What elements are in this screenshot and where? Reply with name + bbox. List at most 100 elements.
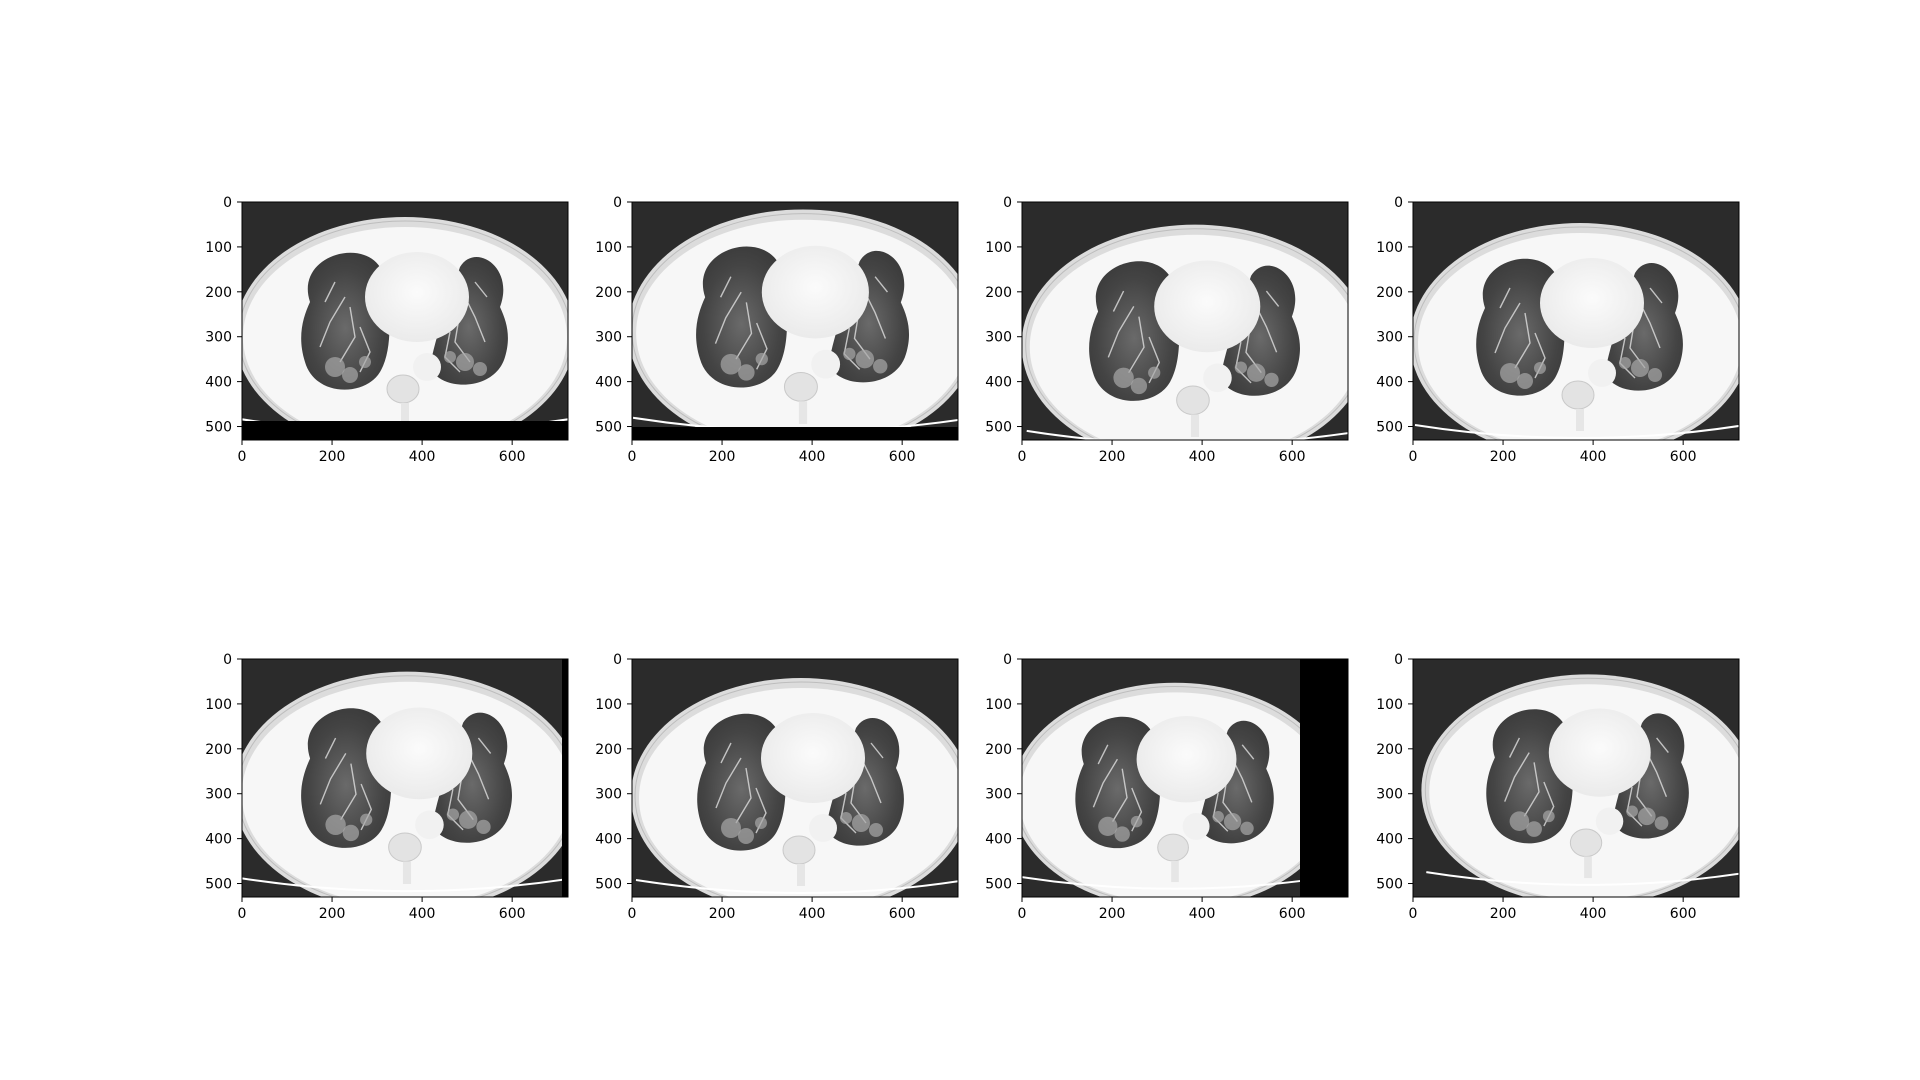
vertebra: [386, 374, 420, 404]
y-tick-label: 300: [205, 787, 232, 803]
panels-layer: 0 100 200 300 400 500 0 200 400 600 0 100 200 300 400 5…: [205, 195, 1740, 922]
y-axis: 0 100 200 300 400 500: [985, 195, 1022, 436]
heart: [761, 713, 865, 803]
y-tick-label: 300: [1376, 330, 1403, 346]
y-tick-label: 300: [595, 330, 622, 346]
spinous-process: [1584, 856, 1592, 879]
y-tick-label: 400: [1376, 375, 1403, 391]
lung-opacity: [1517, 373, 1533, 389]
lung-opacity: [1626, 805, 1638, 818]
x-axis: 0 200 400 600: [1409, 897, 1697, 922]
lung-opacity: [852, 814, 870, 832]
lung-opacity: [738, 828, 754, 844]
lung-opacity: [1240, 821, 1254, 836]
lung-opacity: [1264, 372, 1279, 387]
lung-opacity: [721, 818, 741, 838]
black-band: [632, 427, 958, 440]
ct-panel-3: 0 100 200 300 400 500 0 200 400 600: [985, 195, 1349, 465]
lung-opacity: [855, 349, 875, 369]
x-tick-label: 400: [1580, 906, 1607, 922]
x-axis: 0 200 400 600: [238, 897, 526, 922]
y-tick-label: 100: [1376, 697, 1403, 713]
x-tick-label: 200: [709, 906, 736, 922]
skin-contour: [1424, 677, 1739, 897]
x-tick-label: 0: [238, 906, 247, 922]
skin-contour: [634, 681, 958, 897]
lung-opacity: [446, 808, 460, 821]
lung-opacity: [755, 352, 768, 366]
x-tick-label: 400: [799, 449, 826, 465]
ct-image: [1413, 202, 1739, 440]
axes-frame: [1021, 658, 1349, 898]
skin-contour: [242, 220, 568, 440]
lung-opacity: [873, 359, 888, 374]
axes-frame: [241, 201, 569, 441]
heart: [1154, 260, 1261, 353]
spinous-process: [401, 403, 409, 425]
x-tick-label: 0: [628, 906, 637, 922]
lung-opacity: [1500, 363, 1520, 383]
axes-frame: [1412, 658, 1740, 898]
lung-opacity: [738, 364, 755, 381]
y-tick-label: 0: [223, 652, 232, 668]
y-axis: 0 100 200 300 400 500: [1376, 652, 1413, 893]
x-tick-label: 600: [889, 449, 916, 465]
ct-panel-8: 0 100 200 300 400 500 0 200 400 600: [1376, 652, 1740, 922]
x-tick-label: 0: [1018, 449, 1027, 465]
y-tick-label: 400: [205, 375, 232, 391]
y-tick-label: 400: [1376, 832, 1403, 848]
lung-opacity: [325, 357, 345, 377]
y-axis: 0 100 200 300 400 500: [205, 652, 242, 893]
lung-opacity: [325, 814, 346, 835]
y-tick-label: 100: [205, 240, 232, 256]
lung-opacity: [1212, 811, 1224, 823]
axes-frame: [1021, 201, 1349, 441]
ct-panel-5: 0 100 200 300 400 500 0 200 400 600: [205, 652, 569, 922]
x-tick-label: 600: [1279, 906, 1306, 922]
heart: [1540, 258, 1644, 348]
y-axis: 0 100 200 300 400 500: [595, 195, 632, 436]
x-tick-label: 400: [409, 906, 436, 922]
vertebra: [1569, 828, 1603, 857]
x-axis: 0 200 400 600: [1018, 897, 1306, 922]
y-tick-label: 100: [595, 697, 622, 713]
ct-panel-1: 0 100 200 300 400 500 0 200 400 600: [205, 195, 569, 465]
lung-opacity: [1098, 816, 1118, 836]
y-tick-label: 400: [985, 832, 1012, 848]
ct-image: [1022, 659, 1348, 897]
ct-image: [632, 659, 958, 897]
y-axis: 0 100 200 300 400 500: [595, 652, 632, 893]
x-axis: 0 200 400 600: [628, 897, 916, 922]
ct-image: [242, 202, 568, 440]
x-tick-label: 400: [799, 906, 826, 922]
x-tick-label: 400: [409, 449, 436, 465]
y-tick-label: 200: [1376, 285, 1403, 301]
x-tick-label: 200: [1099, 449, 1126, 465]
lung-opacity: [1534, 362, 1546, 374]
skin-contour: [1025, 228, 1348, 440]
aorta: [415, 810, 444, 840]
y-tick-label: 300: [985, 787, 1012, 803]
y-tick-label: 300: [595, 787, 622, 803]
spinous-process: [798, 401, 808, 424]
y-tick-label: 0: [1003, 195, 1012, 211]
y-tick-label: 500: [1376, 420, 1403, 436]
x-tick-label: 400: [1189, 906, 1216, 922]
x-axis: 0 200 400 600: [238, 440, 526, 465]
x-axis: 0 200 400 600: [1409, 440, 1697, 465]
spinous-process: [1576, 409, 1584, 431]
vertebra: [1176, 385, 1210, 416]
y-tick-label: 100: [205, 697, 232, 713]
heart: [366, 707, 473, 800]
x-tick-label: 0: [1409, 449, 1418, 465]
x-tick-label: 600: [499, 449, 526, 465]
lung-opacity: [1148, 366, 1161, 379]
ct-table-line: [1426, 871, 1739, 886]
y-axis: 0 100 200 300 400 500: [1376, 195, 1413, 436]
x-tick-label: 400: [1189, 449, 1216, 465]
lung-opacity: [720, 353, 742, 375]
aorta: [1203, 363, 1232, 393]
skin-contour: [242, 675, 568, 897]
y-tick-label: 400: [985, 375, 1012, 391]
lung-opacity: [1648, 368, 1662, 382]
